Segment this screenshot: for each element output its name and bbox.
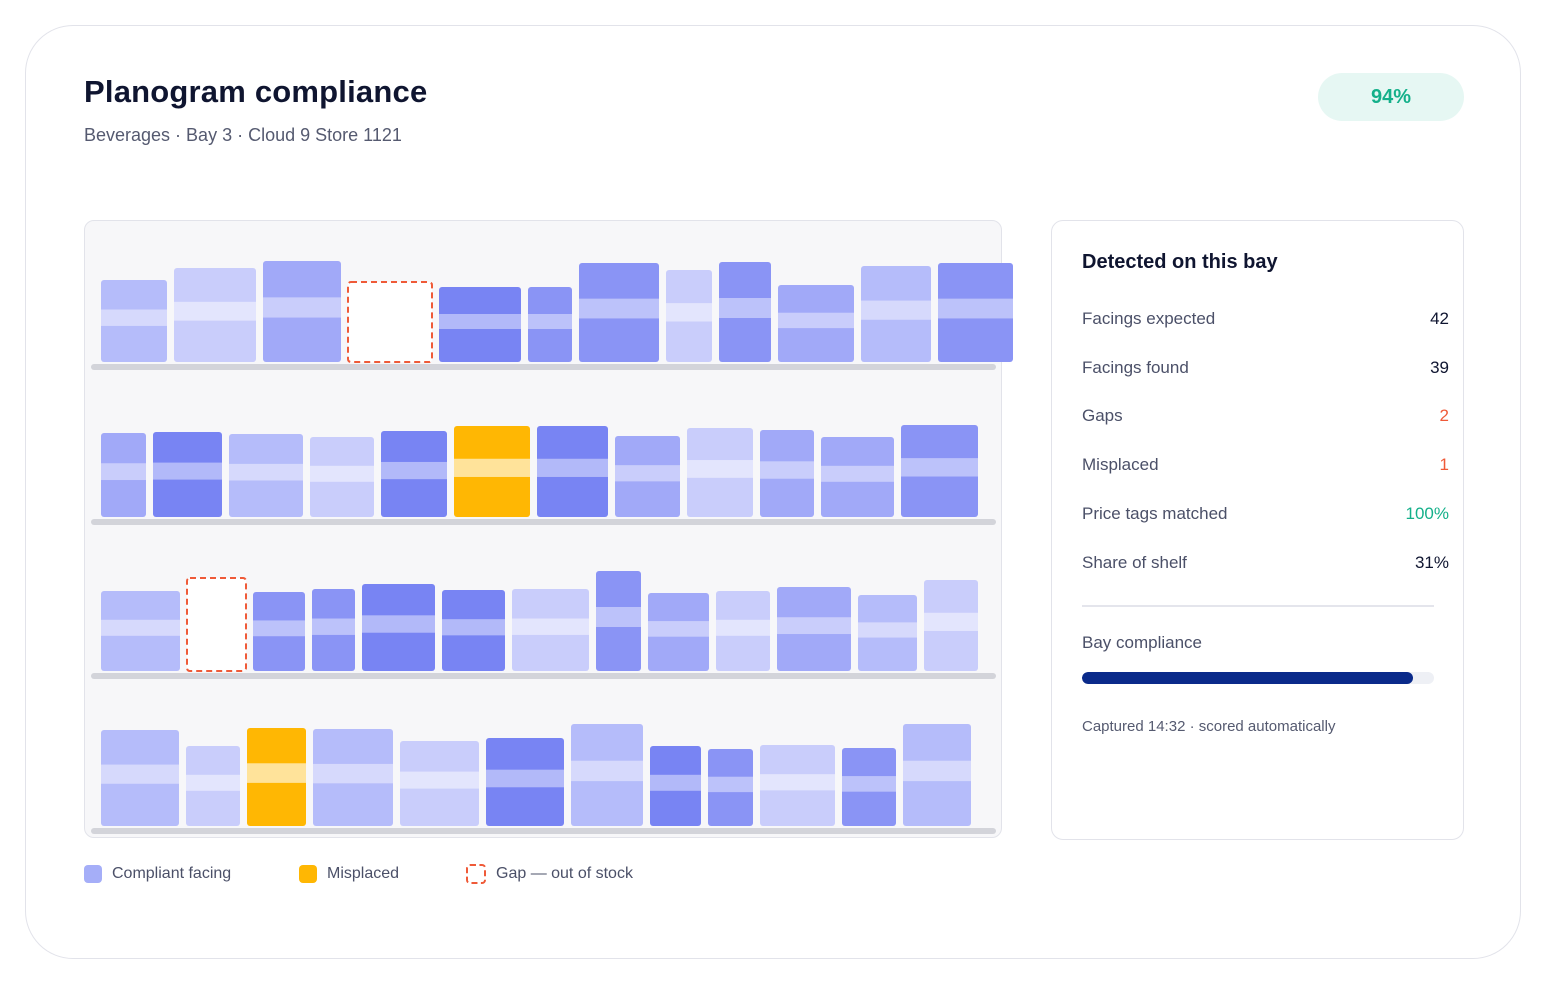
capture-timestamp: Captured 14:32 · scored automatically: [1082, 718, 1336, 735]
stat-row-facings-expected: Facings expected 42: [1082, 307, 1449, 331]
product-label-band: [842, 776, 896, 792]
product-label-band: [537, 458, 608, 477]
gap-swatch: [466, 864, 486, 884]
stat-value: 2: [1439, 406, 1449, 425]
product-label-band: [528, 314, 572, 329]
product-label-band: [186, 774, 240, 791]
product-label-band: [615, 465, 680, 482]
product-label-band: [901, 458, 978, 477]
product-label-band: [310, 465, 374, 482]
product-label-band: [153, 462, 222, 480]
legend-compliant-label: Compliant facing: [112, 865, 232, 882]
stat-value: 100%: [1405, 504, 1449, 523]
product-label-band: [454, 458, 530, 477]
legend-gap-label: Gap — out of stock: [496, 865, 633, 882]
product-label-band: [229, 463, 303, 481]
bay-compliance-label: Bay compliance: [1082, 633, 1203, 652]
product-label-band: [903, 760, 971, 782]
product-label-band: [687, 460, 753, 478]
product-label-band: [101, 619, 180, 636]
product-label-band: [101, 309, 167, 326]
legend-gap: Gap — out of stock: [466, 862, 633, 886]
product-label-band: [571, 760, 643, 782]
legend-compliant: Compliant facing: [84, 862, 231, 886]
stat-label: Gaps: [1082, 406, 1123, 425]
shelf-board: [91, 364, 996, 370]
shelf-board: [91, 828, 996, 834]
product-label-band: [400, 771, 479, 789]
stat-row-share-of-shelf: Share of shelf 31%: [1082, 551, 1449, 575]
product-label-band: [381, 461, 447, 480]
compliant-swatch: [84, 865, 102, 883]
product-label-band: [861, 300, 931, 320]
product-label-band: [924, 612, 978, 631]
product-label-band: [716, 619, 770, 636]
stat-label: Facings found: [1082, 358, 1189, 377]
product-label-band: [512, 618, 589, 635]
product-label-band: [263, 297, 341, 318]
misplaced-swatch: [299, 865, 317, 883]
product-label-band: [101, 764, 179, 784]
product-label-band: [650, 774, 701, 791]
product-label-band: [596, 607, 641, 627]
detection-panel-title: Detected on this bay: [1082, 251, 1278, 273]
product-label-band: [938, 298, 1013, 319]
compliance-score-badge: 94%: [1318, 73, 1464, 121]
stat-value: 39: [1430, 358, 1449, 377]
stat-value: 1: [1439, 455, 1449, 474]
detection-panel: Detected on this bay Facings expected 42…: [1051, 220, 1464, 840]
product-label-band: [821, 465, 894, 482]
product-label-band: [708, 776, 753, 793]
stat-row-gaps: Gaps 2: [1082, 404, 1449, 428]
product-label-band: [719, 298, 771, 318]
stat-row-misplaced: Misplaced 1: [1082, 453, 1449, 477]
product-label-band: [439, 314, 521, 329]
stat-value: 42: [1430, 309, 1449, 328]
gap-slot: [347, 281, 433, 363]
product-label-band: [313, 763, 393, 784]
product-label-band: [101, 463, 146, 481]
product-label-band: [858, 622, 917, 638]
product-label-band: [777, 617, 851, 635]
product-label-band: [253, 620, 305, 637]
product-label-band: [666, 303, 712, 322]
page-subtitle: Beverages · Bay 3 · Cloud 9 Store 1121: [84, 125, 402, 145]
product-label-band: [486, 769, 564, 788]
product-label-band: [648, 621, 709, 637]
divider: [1082, 605, 1434, 607]
shelf-board: [91, 519, 996, 525]
product-label-band: [760, 461, 814, 479]
stat-row-facings-found: Facings found 39: [1082, 356, 1449, 380]
product-label-band: [442, 619, 505, 636]
stat-label: Misplaced: [1082, 455, 1159, 474]
bay-compliance-progress: [1082, 672, 1434, 684]
product-label-band: [579, 298, 659, 319]
product-label-band: [362, 615, 435, 633]
legend-misplaced: Misplaced: [299, 862, 399, 886]
stat-label: Price tags matched: [1082, 504, 1228, 523]
stat-label: Share of shelf: [1082, 553, 1187, 572]
shelf-board: [91, 673, 996, 679]
legend-misplaced-label: Misplaced: [327, 865, 400, 882]
stat-label: Facings expected: [1082, 309, 1216, 328]
stat-value: 31%: [1414, 553, 1449, 572]
product-label-band: [312, 618, 355, 635]
product-label-band: [778, 312, 854, 329]
gap-slot: [186, 577, 247, 672]
stat-row-price-tags: Price tags matched 100%: [1082, 502, 1449, 526]
product-label-band: [247, 763, 306, 783]
product-label-band: [174, 301, 256, 321]
product-label-band: [760, 774, 835, 791]
page-title: Planogram compliance: [84, 74, 428, 109]
bay-compliance-progress-fill: [1082, 672, 1413, 684]
